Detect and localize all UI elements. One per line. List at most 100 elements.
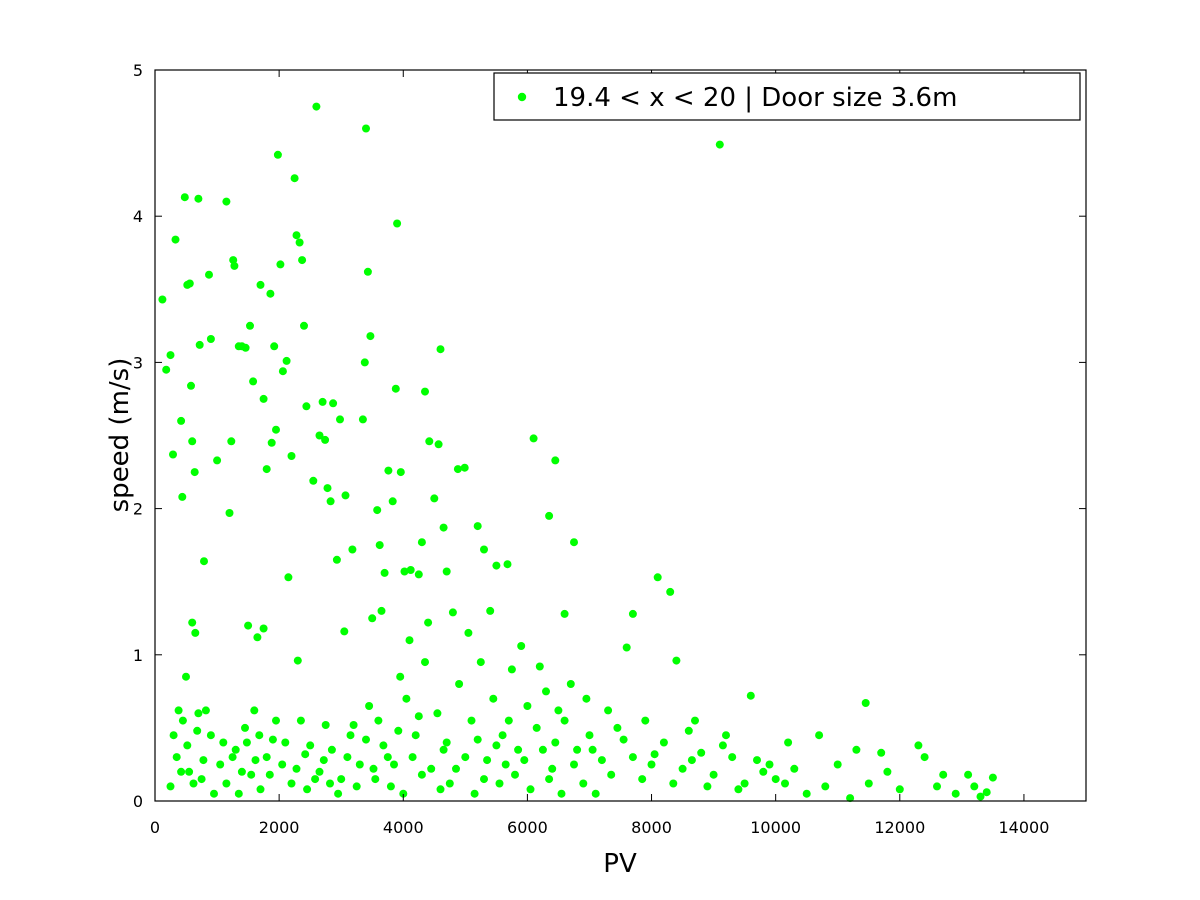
data-point [687,756,696,765]
data-point [267,438,276,447]
data-point [473,522,482,531]
data-point [362,735,370,744]
x-tick-label: 4000 [383,818,424,837]
data-point [318,397,327,406]
data-point [628,609,637,618]
data-point [391,384,400,393]
data-point [585,731,594,740]
data-point [292,764,301,773]
data-point [914,741,923,750]
data-point [315,431,324,440]
data-point [365,702,374,710]
data-point [374,716,383,725]
data-point [833,760,842,769]
data-point [290,174,299,183]
data-point [247,770,256,779]
data-point [753,756,761,765]
data-point [185,279,194,288]
data-point [222,197,231,206]
data-point [396,672,405,681]
data-point [442,567,451,576]
data-point [388,497,397,506]
data-point [329,399,338,408]
data-point [228,753,237,762]
data-point [678,764,687,773]
data-point [231,745,240,754]
data-point [309,476,318,485]
data-point [715,140,724,149]
data-point [390,760,398,769]
x-tick-label: 14000 [998,818,1049,837]
data-point [622,643,631,652]
data-point [579,779,588,788]
data-point [251,756,260,765]
data-point [703,782,712,791]
data-point [216,760,225,769]
data-point [301,750,310,759]
data-point [821,782,830,791]
data-point [199,756,208,765]
y-tick-label: 2 [133,500,143,519]
data-point [362,124,370,133]
data-point [467,716,476,725]
data-point [728,753,737,762]
data-point [183,741,192,750]
y-tick-label: 1 [133,646,143,665]
x-axis-label: PV [603,849,637,879]
data-point [414,712,423,721]
data-point [417,538,426,547]
data-point [501,760,510,769]
x-tick-label: 10000 [750,818,801,837]
data-point [341,491,350,500]
data-point [373,506,382,515]
data-point [180,193,189,202]
data-point [653,573,662,582]
data-point [538,745,547,754]
data-point [551,456,560,465]
data-point [517,642,526,650]
data-point [282,356,291,365]
data-point [242,738,251,747]
data-point [439,745,448,754]
data-point [427,764,436,773]
data-point [368,614,377,623]
data-point [560,716,569,725]
data-point [256,280,265,289]
data-point [360,358,369,367]
data-point [495,779,504,788]
data-point [425,437,434,446]
data-point [284,573,293,582]
data-point [336,415,344,424]
data-point [448,608,457,617]
data-point [393,219,402,228]
data-point [210,789,218,798]
data-point [436,345,445,354]
data-point [666,587,675,596]
data-point [298,256,307,265]
data-point [588,745,597,754]
data-point [489,694,498,703]
data-point [352,782,361,791]
data-point [421,658,429,667]
data-point [455,680,464,688]
data-point [326,497,335,506]
data-point [436,785,445,794]
data-point [846,794,855,803]
data-point [545,775,554,784]
data-point [511,770,519,779]
data-point [270,342,279,351]
data-point [554,706,563,715]
data-point [326,779,334,788]
data-point [191,628,200,637]
y-tick-label: 4 [133,207,143,226]
data-point [312,102,321,111]
legend-marker [517,92,527,102]
legend-box [493,72,1081,121]
data-point [759,767,768,776]
data-point [386,782,395,791]
data-point [278,760,287,769]
data-point [573,745,582,754]
data-point [262,465,271,474]
